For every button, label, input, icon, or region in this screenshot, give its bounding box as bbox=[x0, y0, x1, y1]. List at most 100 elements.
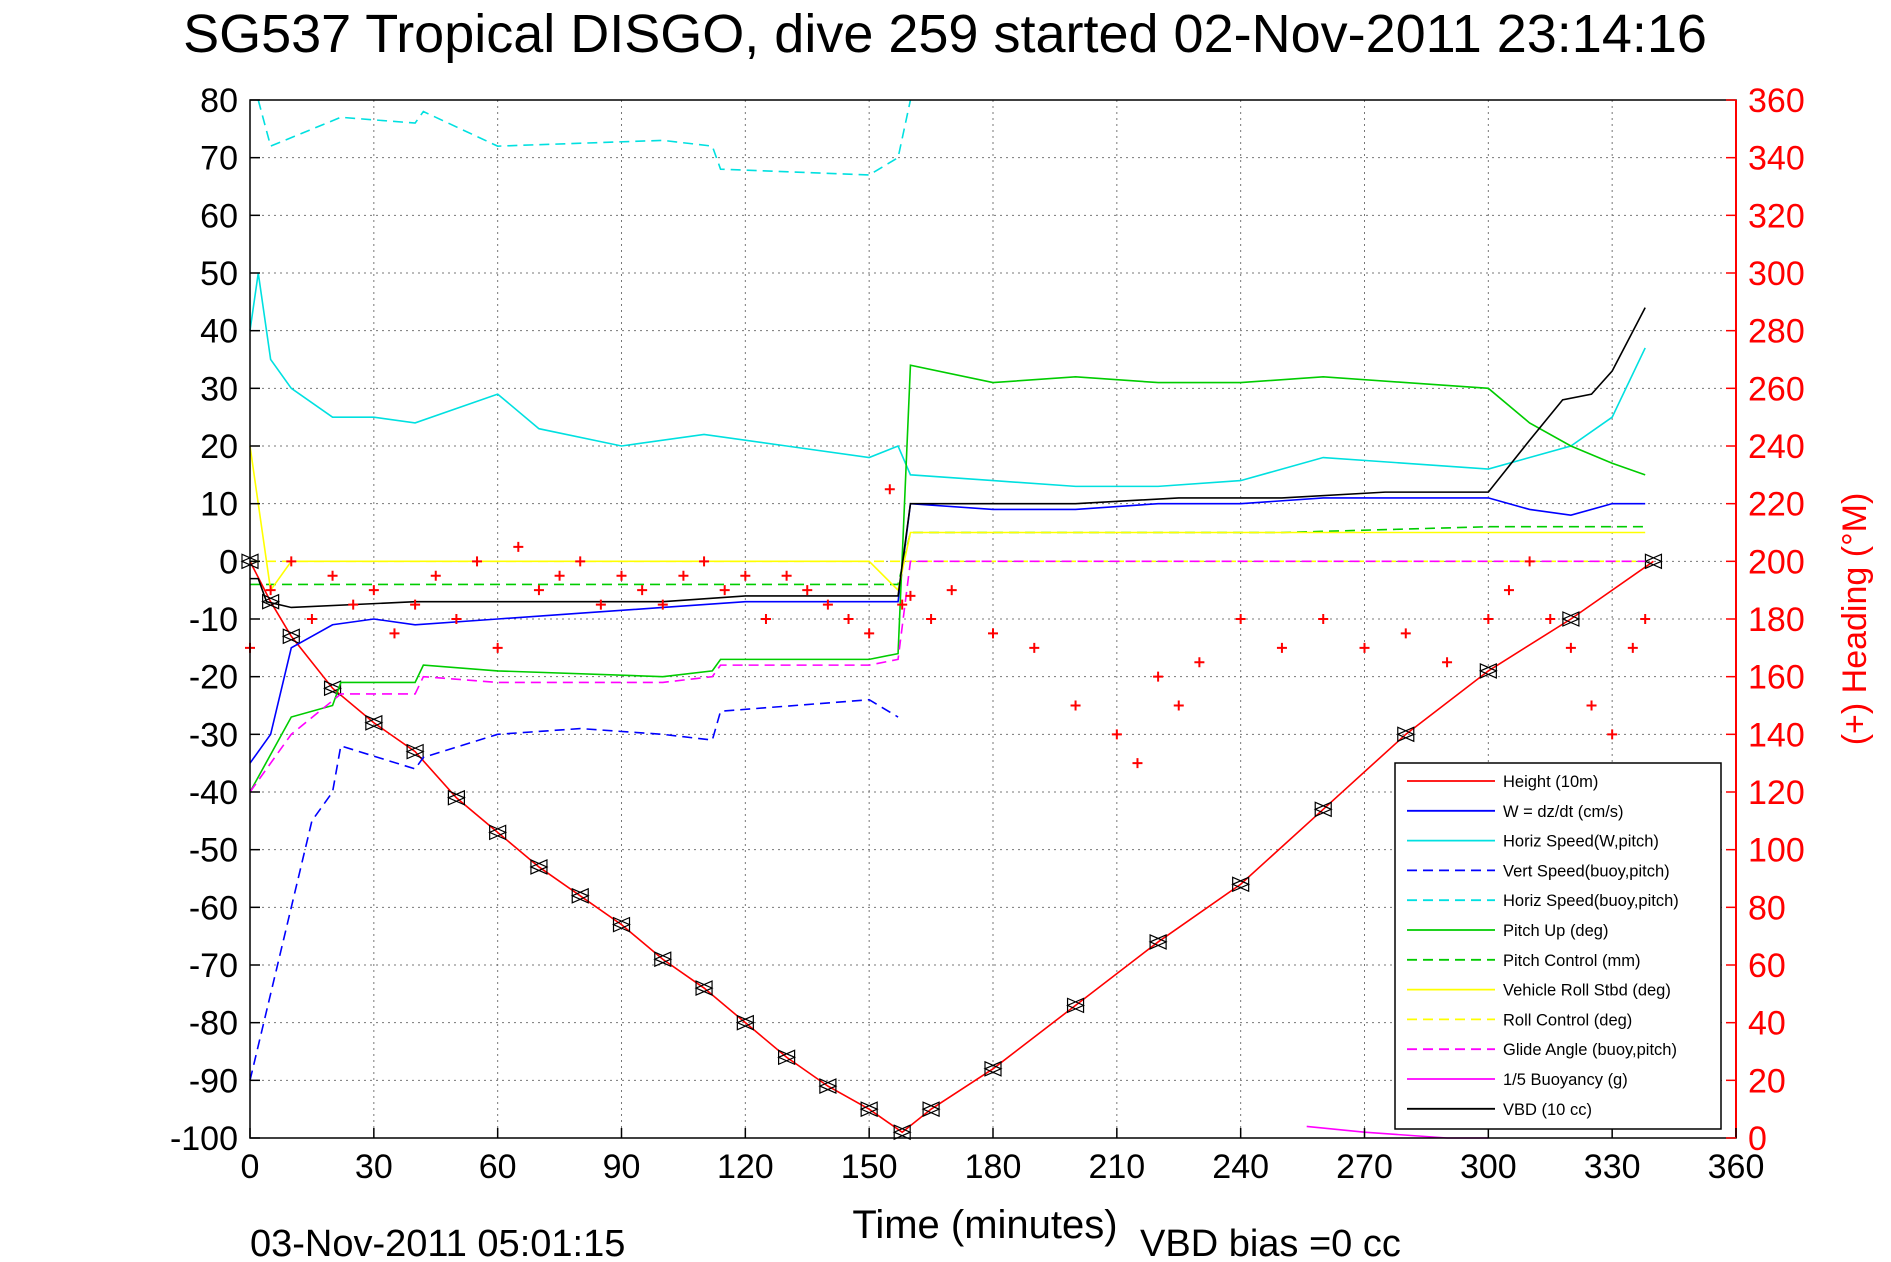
series-line-6 bbox=[250, 525, 1646, 586]
y-tick-label: -40 bbox=[189, 774, 238, 812]
heading-point bbox=[988, 628, 998, 639]
height-marker bbox=[892, 1124, 912, 1141]
legend-entry: W = dz/dt (cm/s) bbox=[1503, 803, 1624, 821]
height-marker bbox=[1643, 553, 1663, 570]
x-tick-label: 300 bbox=[1460, 1148, 1517, 1186]
legend-entry: Height (10m) bbox=[1503, 773, 1598, 791]
legend-entry: Horiz Speed(buoy,pitch) bbox=[1503, 892, 1679, 910]
heading-point bbox=[1400, 628, 1411, 639]
heading-point bbox=[616, 570, 627, 581]
legend-entry: Horiz Speed(W,pitch) bbox=[1503, 833, 1659, 851]
height-marker bbox=[1148, 934, 1168, 950]
height-marker bbox=[653, 951, 673, 968]
y-right-tick-label: 260 bbox=[1748, 370, 1805, 408]
heading-point bbox=[533, 585, 544, 596]
heading-point bbox=[1318, 614, 1329, 624]
x-tick-label: 30 bbox=[355, 1148, 393, 1186]
heading-point bbox=[286, 556, 297, 567]
heading-point bbox=[1545, 614, 1556, 624]
heading-point bbox=[1111, 729, 1122, 740]
y-right-tick-label: 60 bbox=[1748, 947, 1786, 985]
y-tick-labels: 80 70 60 50 40 30 20 10 0 -10 -20 -30 -40 -50 -60 -70 -8… bbox=[170, 82, 260, 1158]
heading-point bbox=[1503, 585, 1514, 596]
y-tick-label: -70 bbox=[189, 947, 238, 985]
series-line-5 bbox=[249, 364, 1646, 793]
height-marker bbox=[1396, 726, 1416, 743]
heading-point bbox=[1607, 729, 1618, 740]
legend-entry: Roll Control (deg) bbox=[1503, 1011, 1632, 1029]
heading-point bbox=[575, 556, 586, 567]
x-tick-label: 90 bbox=[603, 1148, 641, 1186]
y-right-tick-labels: 3603403203002802602402202001801601401201… bbox=[1726, 82, 1805, 1158]
heading-point bbox=[843, 614, 854, 624]
y-tick-label: 80 bbox=[200, 82, 238, 120]
heading-point bbox=[1276, 642, 1287, 653]
heading-point bbox=[327, 570, 338, 581]
height-marker bbox=[921, 1101, 941, 1118]
heading-point bbox=[306, 614, 317, 624]
y-right-tick-label: 360 bbox=[1748, 82, 1805, 120]
height-marker bbox=[777, 1049, 797, 1066]
heading-point bbox=[1565, 642, 1576, 653]
y-tick-label: -60 bbox=[189, 889, 238, 927]
heading-point bbox=[1442, 657, 1453, 668]
height-marker bbox=[488, 824, 508, 841]
legend-entry: Pitch Control (mm) bbox=[1503, 952, 1641, 970]
y-tick-label: 30 bbox=[200, 370, 238, 408]
y-right-tick-label: 100 bbox=[1748, 832, 1805, 870]
y-tick-label: 50 bbox=[200, 255, 238, 293]
heading-point bbox=[760, 614, 771, 624]
heading-point bbox=[595, 599, 606, 610]
x-axis-label: Time (minutes) bbox=[852, 1203, 1117, 1247]
y-right-tick-label: 20 bbox=[1748, 1062, 1786, 1100]
heading-point bbox=[1132, 758, 1143, 769]
heading-point bbox=[822, 599, 833, 610]
y-right-tick-label: 180 bbox=[1748, 601, 1805, 639]
height-marker bbox=[405, 743, 425, 760]
y-right-axis-label: (+) Heading (°M) bbox=[1836, 493, 1874, 746]
heading-point bbox=[1586, 700, 1597, 711]
y-right-tick-label: 0 bbox=[1748, 1120, 1767, 1158]
series-line-0 bbox=[249, 560, 1654, 1134]
height-marker bbox=[261, 593, 281, 610]
height-marker bbox=[570, 887, 590, 904]
y-tick-label: 70 bbox=[200, 140, 238, 178]
heading-point bbox=[905, 590, 916, 601]
legend-entry: VBD (10 cc) bbox=[1503, 1101, 1592, 1119]
height-marker bbox=[529, 859, 549, 875]
height-marker bbox=[612, 916, 631, 933]
legend-entry: Vehicle Roll Stbd (deg) bbox=[1503, 982, 1671, 1000]
legend-entry: Pitch Up (deg) bbox=[1503, 922, 1608, 940]
height-marker bbox=[323, 680, 343, 697]
y-tick-label: 0 bbox=[219, 543, 238, 581]
height-marker bbox=[818, 1078, 838, 1095]
height-marker bbox=[1313, 801, 1333, 818]
heading-point bbox=[864, 628, 875, 639]
heading-point bbox=[430, 570, 441, 581]
legend-box bbox=[1394, 762, 1722, 1130]
heading-point bbox=[1070, 700, 1081, 711]
x-tick-label: 240 bbox=[1212, 1148, 1269, 1186]
y-right-tick-label: 80 bbox=[1748, 889, 1786, 927]
heading-point bbox=[389, 628, 400, 639]
legend-entry: Glide Angle (buoy,pitch) bbox=[1503, 1041, 1677, 1059]
x-tick-label: 330 bbox=[1584, 1148, 1641, 1186]
x-tick-label: 120 bbox=[717, 1148, 774, 1186]
heading-point bbox=[368, 585, 379, 596]
height-marker bbox=[735, 1014, 755, 1031]
y-tick-label: -80 bbox=[189, 1005, 238, 1043]
height-marker bbox=[1561, 611, 1581, 627]
y-right-tick-label: 280 bbox=[1748, 313, 1805, 351]
x-tick-labels: 0 30 60 90 120 150 180 210 240 270 300 330 360 bbox=[241, 1128, 1764, 1186]
y-right-tick-label: 200 bbox=[1748, 543, 1805, 581]
y-tick-label: -50 bbox=[189, 832, 238, 870]
height-marker bbox=[1231, 876, 1251, 893]
height-marker bbox=[1478, 662, 1498, 679]
height-marker bbox=[281, 628, 301, 645]
heading-point bbox=[554, 570, 565, 581]
heading-point bbox=[1627, 642, 1638, 653]
heading-point bbox=[410, 599, 421, 610]
heading-point bbox=[492, 642, 503, 653]
heading-point bbox=[699, 556, 710, 567]
height-marker bbox=[859, 1101, 879, 1118]
